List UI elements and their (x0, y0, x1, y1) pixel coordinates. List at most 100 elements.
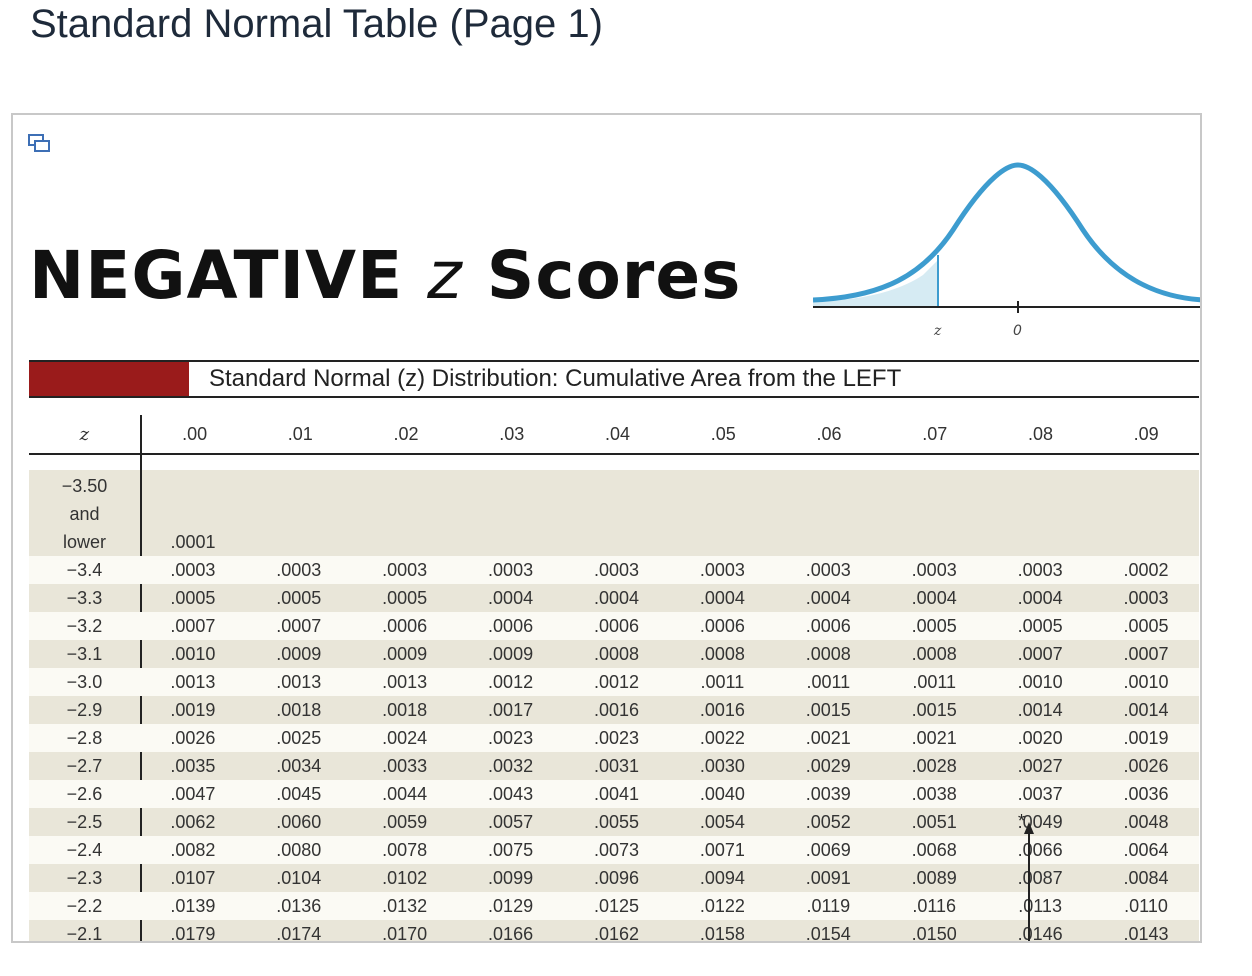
table-cell: .0096 (593, 867, 639, 888)
table-cell: .0011 (912, 671, 957, 692)
table-cell: .0034 (276, 755, 322, 776)
table-cell: .0014 (1123, 699, 1169, 720)
normal-curve-illustration: z 0 (813, 162, 1200, 339)
row-z-value: −2.7 (66, 755, 103, 776)
table-cell: .0075 (488, 839, 534, 860)
table-cell: .0007 (1123, 643, 1169, 664)
table-cell: .0146 (1017, 923, 1063, 943)
row-z-value: −2.5 (66, 811, 103, 832)
marker-star: * (1018, 811, 1026, 831)
table-cell: .0116 (912, 895, 957, 916)
table-cell: .0008 (699, 643, 745, 664)
table-cell: .0038 (911, 783, 957, 804)
table-cell: .0007 (276, 615, 322, 636)
table-cell: .0035 (170, 755, 216, 776)
table-cell: .0036 (1123, 783, 1169, 804)
table-cell: .0005 (911, 615, 957, 636)
table-cell: .0006 (593, 615, 639, 636)
lower-row-value: .0001 (170, 532, 216, 552)
banner-title: Standard Normal (z) Distribution: Cumula… (209, 365, 902, 392)
table-row: −3.0 .0013 .0013 .0013 .0012 .0012 .0011 .0011.… (29, 668, 1199, 696)
table-cell: .0009 (488, 643, 534, 664)
table-row: −3.4 .0003 .0003 .0003 .0003 .0003 .0003 .0003.… (29, 556, 1199, 584)
row-z-value: −3.2 (66, 615, 103, 636)
row-z-value: −2.6 (66, 783, 103, 804)
row-z-value: −3.3 (66, 587, 103, 608)
table-cell: .0008 (593, 643, 639, 664)
table-cell: .0019 (1123, 727, 1169, 748)
table-cell: .0047 (170, 783, 216, 804)
table-cell: .0122 (699, 895, 745, 916)
table-cell: .0059 (382, 811, 428, 832)
table-cell: .0039 (805, 783, 851, 804)
column-header: .01 (287, 423, 313, 444)
lower-label-line: −3.50 (61, 476, 108, 496)
table-cell: .0017 (488, 699, 534, 720)
table-cell: .0003 (1123, 587, 1169, 608)
column-header: .00 (182, 423, 208, 444)
table-cell: .0007 (170, 615, 216, 636)
table-cell: .0073 (593, 839, 639, 860)
table-cell: .0004 (699, 587, 745, 608)
table-cell: .0018 (382, 699, 428, 720)
table-cell: .0080 (276, 839, 322, 860)
table-cell: .0089 (911, 867, 957, 888)
table-cell: .0143 (1123, 923, 1169, 943)
table-cell: .0014 (1017, 699, 1063, 720)
table-cell: .0037 (1017, 783, 1063, 804)
table-cell: .0107 (170, 867, 216, 888)
table-cell: .0003 (170, 559, 216, 580)
table-cell: .0068 (911, 839, 957, 860)
table-cell: .0132 (382, 895, 428, 916)
table-cell: .0010 (170, 643, 216, 664)
table-cell: .0170 (382, 923, 428, 943)
table-cell: .0162 (593, 923, 639, 943)
table-cell: .0020 (1017, 727, 1063, 748)
table-cell: .0139 (170, 895, 216, 916)
row-z-value: −2.2 (66, 895, 103, 916)
table-body: −3.50 and lower .0001 −3.4 .0003 .0003 .000… (29, 453, 1199, 943)
table-cell: .0055 (593, 811, 639, 832)
table-cell: .0084 (1123, 867, 1169, 888)
table-cell: .0060 (276, 811, 322, 832)
table-cell: .0016 (593, 699, 639, 720)
table-cell: .0016 (699, 699, 745, 720)
expand-image-icon[interactable] (27, 133, 51, 155)
table-cell: .0051 (911, 811, 957, 832)
table-cell: .0125 (593, 895, 639, 916)
table-cell: .0062 (170, 811, 216, 832)
table-cell: .0003 (276, 559, 322, 580)
table-cell: .0002 (1123, 559, 1169, 580)
table-cell: .0044 (382, 783, 428, 804)
table-cell: .0069 (805, 839, 851, 860)
table-cell: .0174 (276, 923, 322, 943)
lower-label-line: and (69, 504, 100, 524)
table-cell: .0012 (488, 671, 534, 692)
table-cell: .0043 (488, 783, 534, 804)
row-z-value: −3.4 (66, 559, 103, 580)
table-cell: .0154 (805, 923, 851, 943)
table-cell: .0005 (382, 587, 428, 608)
table-cell: .0027 (1017, 755, 1063, 776)
table-cell: .0013 (276, 671, 322, 692)
table-cell: .0028 (911, 755, 957, 776)
table-cell: .0032 (488, 755, 534, 776)
table-cell: .0004 (911, 587, 957, 608)
row-z-value: −2.1 (66, 923, 103, 943)
table-cell: .0110 (1124, 895, 1168, 916)
table-cell: .0004 (593, 587, 639, 608)
table-cell: .0013 (170, 671, 216, 692)
table-cell: .0004 (488, 587, 534, 608)
table-cell: .0052 (805, 811, 851, 832)
table-cell: .0033 (382, 755, 428, 776)
table-cell: .0104 (276, 867, 322, 888)
marker-arrow-icon (1024, 822, 1034, 941)
window-control-icon[interactable] (1212, 0, 1252, 12)
table-cell: .0003 (382, 559, 428, 580)
table-row: −2.9 .0019 .0018 .0018 .0017 .0016 .0016 .0015.… (29, 696, 1199, 724)
row-z-value: −2.3 (66, 867, 103, 888)
table-cell: .0018 (276, 699, 322, 720)
table-row: −3.3 .0005 .0005 .0005 .0004 .0004 .0004 .0004.… (29, 584, 1199, 612)
column-header: .08 (1027, 423, 1053, 444)
left-tail-shading (813, 260, 938, 307)
